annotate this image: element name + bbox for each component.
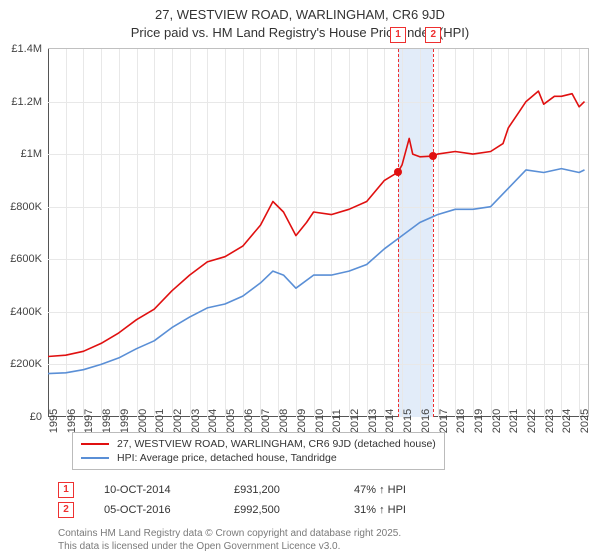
y-tick-label: £1M [21,148,42,160]
y-tick-label: £800K [10,201,42,213]
y-tick-label: £600K [10,253,42,265]
legend-swatch [81,457,109,459]
series-svg [48,49,588,417]
legend-item: 27, WESTVIEW ROAD, WARLINGHAM, CR6 9JD (… [81,437,436,451]
title-line-1: 27, WESTVIEW ROAD, WARLINGHAM, CR6 9JD [155,7,445,22]
y-tick-label: £0 [30,411,42,423]
legend-label: 27, WESTVIEW ROAD, WARLINGHAM, CR6 9JD (… [117,438,436,450]
plot-area: £0£200K£400K£600K£800K£1M£1.2M£1.4M19951… [48,48,589,417]
y-tick-label: £1.4M [11,43,42,55]
chart-title: 27, WESTVIEW ROAD, WARLINGHAM, CR6 9JD P… [0,0,600,41]
legend-label: HPI: Average price, detached house, Tand… [117,452,337,464]
sale-row-badge: 1 [58,482,74,498]
sale-date: 10-OCT-2014 [104,484,234,496]
sale-marker-badge: 2 [425,27,441,43]
sale-marker-badge: 1 [390,27,406,43]
sale-price: £931,200 [234,484,354,496]
sale-pct-vs-hpi: 31% ↑ HPI [354,504,474,516]
sale-row: 2 05-OCT-2016£992,50031% ↑ HPI [58,500,474,520]
sales-table: 1 10-OCT-2014£931,20047% ↑ HPI 2 05-OCT-201… [58,480,474,520]
series-line [48,91,585,356]
sale-row-badge: 2 [58,502,74,518]
sale-date: 05-OCT-2016 [104,504,234,516]
sale-price: £992,500 [234,504,354,516]
title-line-2: Price paid vs. HM Land Registry's House … [131,25,469,40]
legend-swatch [81,443,109,445]
legend-item: HPI: Average price, detached house, Tand… [81,451,436,465]
chart-container: 27, WESTVIEW ROAD, WARLINGHAM, CR6 9JD P… [0,0,600,560]
y-tick-label: £1.2M [11,96,42,108]
sale-point-dot [429,152,437,160]
y-tick-label: £400K [10,306,42,318]
y-tick-label: £200K [10,358,42,370]
legend-box: 27, WESTVIEW ROAD, WARLINGHAM, CR6 9JD (… [72,432,445,470]
footer-line-1: Contains HM Land Registry data © Crown c… [58,528,401,539]
sale-row: 1 10-OCT-2014£931,20047% ↑ HPI [58,480,474,500]
footer-line-2: This data is licensed under the Open Gov… [58,541,340,552]
sale-pct-vs-hpi: 47% ↑ HPI [354,484,474,496]
footer-attribution: Contains HM Land Registry data © Crown c… [58,528,401,553]
sale-point-dot [394,168,402,176]
series-line [48,169,585,374]
